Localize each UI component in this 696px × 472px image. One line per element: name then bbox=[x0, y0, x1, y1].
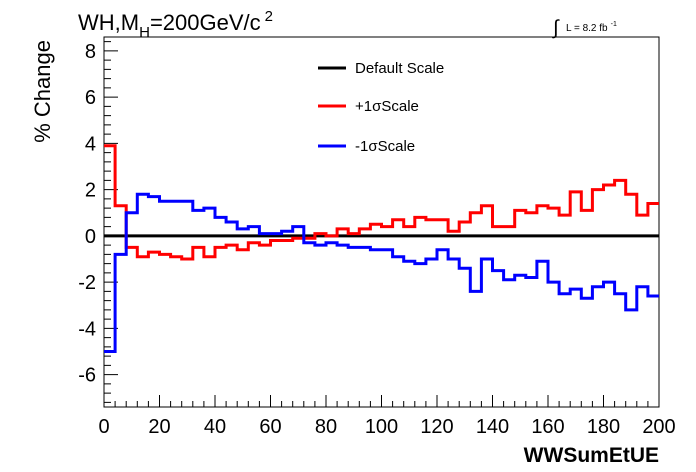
x-axis-label: WWSumEtUE bbox=[524, 444, 659, 467]
x-tick-label: 160 bbox=[531, 416, 564, 438]
y-tick-label: -6 bbox=[78, 365, 96, 387]
series-group bbox=[104, 144, 659, 353]
lumi-label: L = 8.2 fb -1 bbox=[566, 21, 617, 34]
y-tick-label: 8 bbox=[85, 41, 96, 63]
x-tick-label: 100 bbox=[365, 416, 398, 438]
legend: Default Scale +1σScale -1σScale bbox=[318, 60, 444, 155]
legend-label: -1σScale bbox=[355, 138, 415, 155]
y-tick-label: -2 bbox=[78, 272, 96, 294]
legend-label: Default Scale bbox=[355, 60, 444, 77]
y-tick-label: -4 bbox=[78, 318, 96, 340]
series-line-2 bbox=[104, 192, 659, 353]
series-line-1 bbox=[104, 144, 659, 261]
y-tick-label: 0 bbox=[85, 226, 96, 248]
x-tick-label: 120 bbox=[420, 416, 453, 438]
axes: 0 20 40 60 80 100 120 140 160 180 200 -6 -4 -2 0 2 4 6 8 bbox=[78, 41, 675, 438]
y-tick-label: 4 bbox=[85, 133, 96, 155]
lumi-integral-symbol: ∫ bbox=[552, 17, 560, 39]
legend-label: +1σScale bbox=[355, 98, 419, 115]
chart-title: WH,MH=200GeV/c 2 bbox=[78, 8, 273, 41]
x-tick-label: 20 bbox=[148, 416, 170, 438]
x-tick-label: 80 bbox=[315, 416, 337, 438]
x-tick-label: 40 bbox=[204, 416, 226, 438]
x-tick-label: 140 bbox=[476, 416, 509, 438]
x-tick-label: 180 bbox=[587, 416, 620, 438]
x-tick-label: 60 bbox=[259, 416, 281, 438]
y-axis-label: % Change bbox=[30, 40, 55, 143]
x-tick-label: 0 bbox=[98, 416, 109, 438]
y-tick-label: 6 bbox=[85, 87, 96, 109]
y-tick-label: 2 bbox=[85, 180, 96, 202]
x-tick-label: 200 bbox=[642, 416, 675, 438]
